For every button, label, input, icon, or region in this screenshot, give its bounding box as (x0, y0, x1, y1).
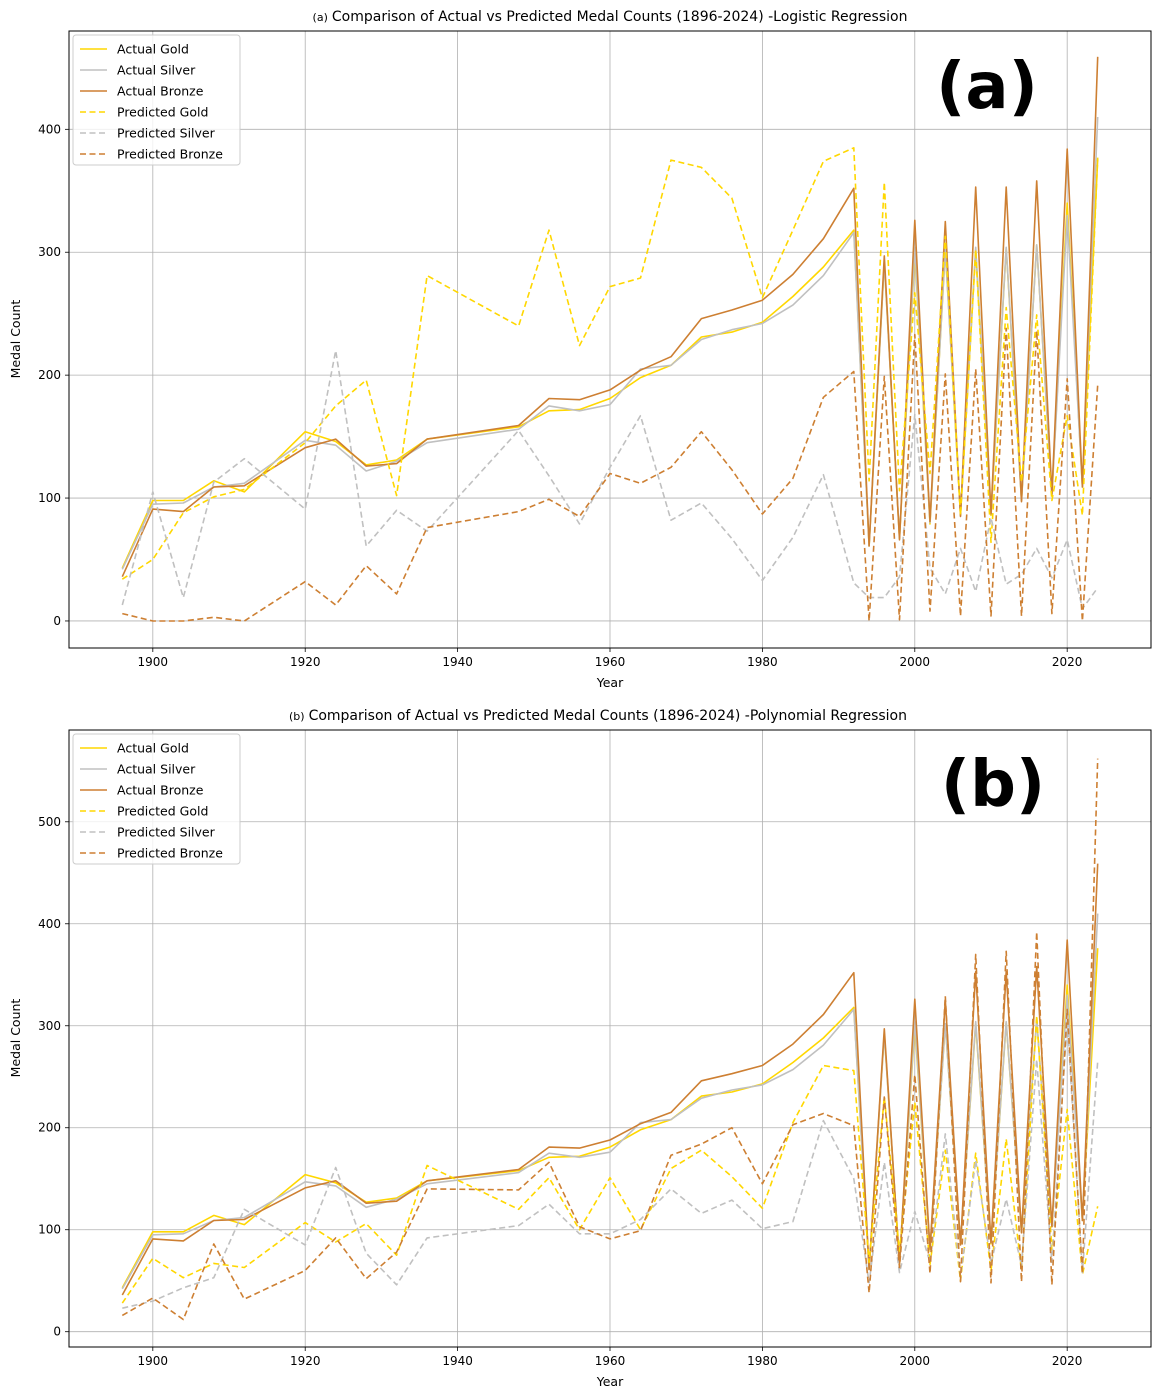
x-tick-label: 2000 (900, 655, 931, 669)
x-tick-label: 2000 (900, 1354, 931, 1368)
legend-label-actual-silver: Actual Silver (117, 762, 196, 777)
x-tick-label: 1900 (138, 1354, 169, 1368)
panel-a: (a) Comparison of Actual vs Predicted Med… (8, 9, 1151, 690)
y-tick-label: 100 (38, 1223, 61, 1237)
y-tick-label: 0 (53, 614, 61, 628)
x-tick-label: 2020 (1052, 655, 1083, 669)
legend-label-actual-bronze: Actual Bronze (117, 84, 204, 99)
x-axis-label-b: Year (596, 1374, 624, 1389)
x-tick-label: 1980 (747, 1354, 778, 1368)
y-tick-label: 200 (38, 1121, 61, 1135)
title-text-b: Comparison of Actual vs Predicted Medal … (309, 708, 907, 724)
x-tick-label: 1980 (747, 655, 778, 669)
legend-label-actual-gold: Actual Gold (117, 741, 189, 756)
y-tick-label: 300 (38, 245, 61, 259)
x-tick-label: 2020 (1052, 1354, 1083, 1368)
legend-a: Actual Gold Actual Silver Actual Bronze Pre… (73, 35, 240, 165)
x-tick-label: 1900 (138, 655, 169, 669)
y-tick-label: 400 (38, 917, 61, 931)
y-axis-label-b: Medal Count (8, 999, 23, 1078)
x-axis-label-a: Year (596, 675, 624, 690)
panel-tag-b: (b) (289, 710, 305, 723)
x-ticks-a: 1900 1920 1940 1960 1980 2000 2020 (138, 648, 1083, 669)
chart-title-b: (b) Comparison of Actual vs Predicted Med… (289, 708, 907, 724)
legend-label-predicted-silver: Predicted Silver (117, 126, 216, 141)
legend-label-predicted-bronze: Predicted Bronze (117, 147, 223, 162)
legend-label-actual-gold: Actual Gold (117, 42, 189, 57)
chart-title-a: (a) Comparison of Actual vs Predicted Med… (313, 9, 908, 25)
panel-big-label-a: (a) (936, 50, 1038, 124)
y-ticks-b: 0 100 200 300 400 500 (38, 815, 69, 1339)
legend-label-predicted-bronze: Predicted Bronze (117, 846, 223, 861)
panel-big-label-b: (b) (941, 748, 1045, 822)
y-tick-label: 300 (38, 1019, 61, 1033)
y-tick-label: 0 (53, 1325, 61, 1339)
x-tick-label: 1960 (595, 655, 626, 669)
x-tick-label: 1940 (442, 655, 473, 669)
panel-tag-a: (a) (313, 11, 328, 24)
legend-label-actual-bronze: Actual Bronze (117, 783, 204, 798)
y-tick-label: 400 (38, 122, 61, 136)
legend-b: Actual Gold Actual Silver Actual Bronze Pre… (73, 734, 240, 864)
y-tick-label: 100 (38, 491, 61, 505)
legend-label-actual-silver: Actual Silver (117, 63, 196, 78)
panel-b: (b) Comparison of Actual vs Predicted Med… (8, 708, 1151, 1389)
y-ticks-a: 0 100 200 300 400 (38, 122, 69, 628)
title-text-a: Comparison of Actual vs Predicted Medal … (332, 9, 908, 25)
x-tick-label: 1960 (595, 1354, 626, 1368)
x-ticks-b: 1900 1920 1940 1960 1980 2000 2020 (138, 1347, 1083, 1368)
legend-label-predicted-gold: Predicted Gold (117, 804, 208, 819)
legend-label-predicted-silver: Predicted Silver (117, 825, 216, 840)
y-tick-label: 200 (38, 368, 61, 382)
x-tick-label: 1940 (442, 1354, 473, 1368)
x-tick-label: 1920 (290, 1354, 321, 1368)
y-axis-label-a: Medal Count (8, 300, 23, 379)
y-tick-label: 500 (38, 815, 61, 829)
x-tick-label: 1920 (290, 655, 321, 669)
legend-label-predicted-gold: Predicted Gold (117, 105, 208, 120)
